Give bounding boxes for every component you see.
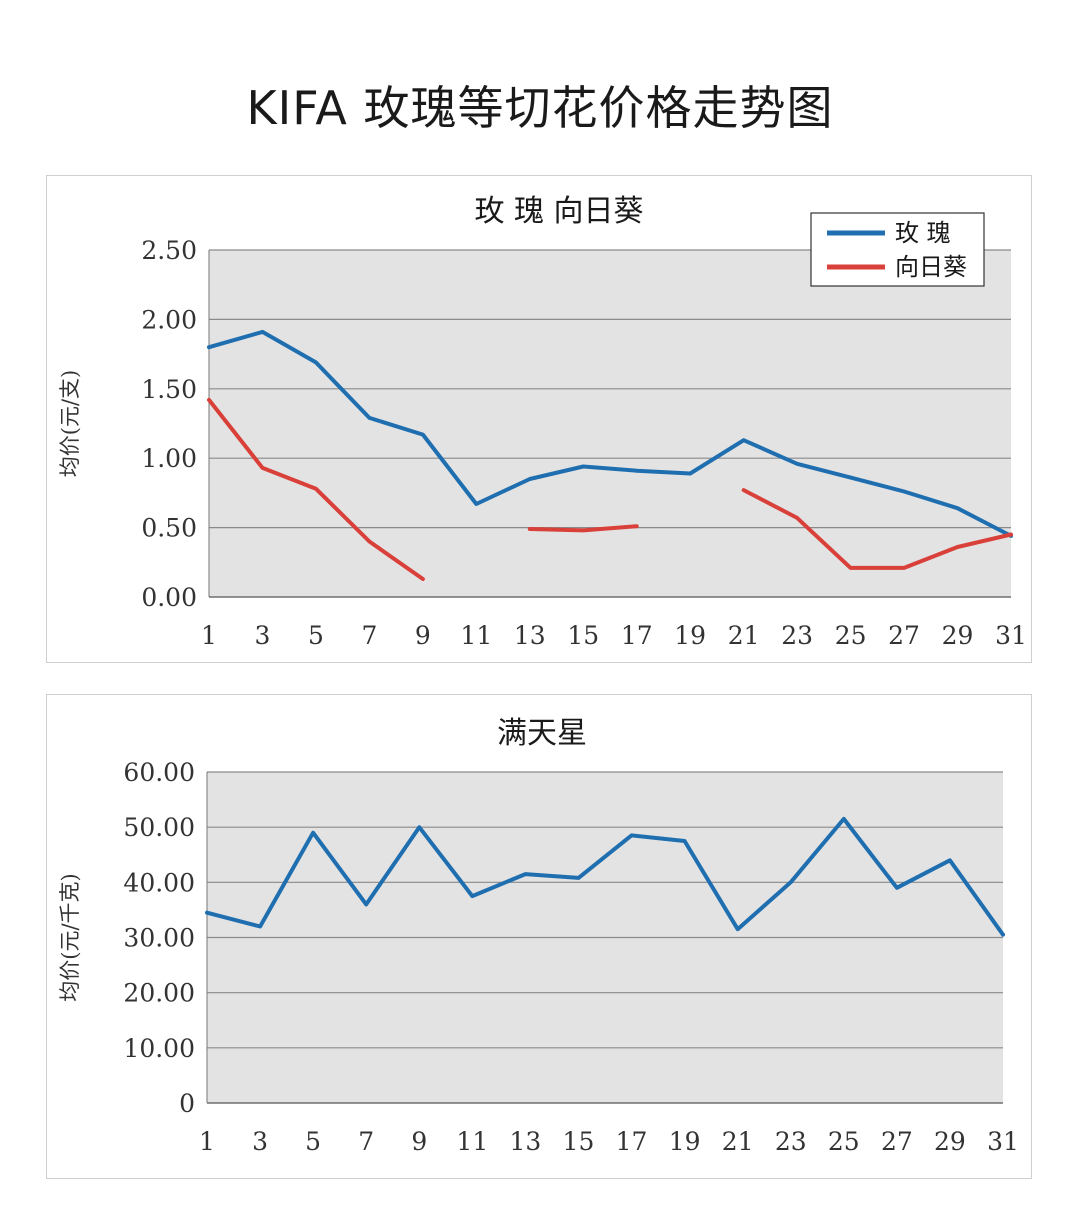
x-tick-label: 1 xyxy=(201,621,217,650)
x-tick-label: 9 xyxy=(411,1127,427,1156)
x-tick-label: 27 xyxy=(881,1127,913,1156)
x-tick-label: 21 xyxy=(722,1127,754,1156)
x-tick-label: 13 xyxy=(514,621,546,650)
x-tick-label: 3 xyxy=(252,1127,268,1156)
y-axis-label: 均价(元/千克) xyxy=(58,873,82,1001)
x-tick-label: 5 xyxy=(308,621,324,650)
x-tick-label: 23 xyxy=(775,1127,807,1156)
x-tick-label: 11 xyxy=(456,1127,488,1156)
page-title: KIFA 玫瑰等切花价格走势图 xyxy=(246,81,834,135)
x-tick-label: 19 xyxy=(674,621,706,650)
x-tick-label: 17 xyxy=(616,1127,648,1156)
y-tick-label: 20.00 xyxy=(123,979,195,1008)
y-tick-label: 2.50 xyxy=(141,236,197,265)
x-tick-label: 15 xyxy=(567,621,599,650)
y-tick-label: 40.00 xyxy=(123,868,195,897)
y-tick-label: 2.00 xyxy=(141,305,197,334)
series-line-primary xyxy=(207,329,1013,538)
x-tick-label: 17 xyxy=(621,621,653,650)
y-tick-label: 1.00 xyxy=(141,444,197,473)
y-tick-label: 0 xyxy=(179,1089,195,1118)
y-axis-label: 均价(元/支) xyxy=(58,370,82,477)
y-tick-label: 30.00 xyxy=(123,924,195,953)
x-tick-label: 27 xyxy=(888,621,920,650)
y-tick-label: 1.50 xyxy=(141,375,197,404)
legend-box xyxy=(810,212,985,287)
y-tick-label: 0.50 xyxy=(141,514,197,543)
y-tick-label: 10.00 xyxy=(123,1034,195,1063)
x-tick-label: 13 xyxy=(509,1127,541,1156)
y-tick-label: 60.00 xyxy=(123,758,195,787)
legend-label: 玫 瑰 xyxy=(895,219,951,247)
x-tick-label: 31 xyxy=(995,621,1027,650)
x-tick-label: 11 xyxy=(460,621,492,650)
chart-title: 玫 瑰 向日葵 xyxy=(474,194,643,229)
legend-label: 向日葵 xyxy=(895,253,967,281)
x-tick-label: 15 xyxy=(563,1127,595,1156)
x-tick-label: 7 xyxy=(361,621,377,650)
y-tick-label: 0.00 xyxy=(141,583,197,612)
gypsophila-chart-panel: 满天星 60.00 50.00 40.00 30.00 20.00 10.00 0 1 3 5 7 9 1… xyxy=(46,694,1032,1179)
x-tick-label: 29 xyxy=(942,621,974,650)
x-tick-label: 7 xyxy=(358,1127,374,1156)
x-tick-label: 3 xyxy=(255,621,271,650)
x-tick-label: 1 xyxy=(199,1127,215,1156)
x-tick-label: 31 xyxy=(987,1127,1019,1156)
x-tick-label: 5 xyxy=(305,1127,321,1156)
rose-sunflower-chart-panel: 玫 瑰 向日葵 2.50 2.00 1.50 1.00 0.50 0.00 1 3 5 7 9 11 13… xyxy=(46,175,1032,663)
x-tick-label: 25 xyxy=(828,1127,860,1156)
x-tick-label: 29 xyxy=(934,1127,966,1156)
x-tick-label: 19 xyxy=(669,1127,701,1156)
x-tick-label: 21 xyxy=(728,621,760,650)
x-tick-label: 23 xyxy=(781,621,813,650)
plot-area xyxy=(209,250,1011,597)
chart-title: 满天星 xyxy=(497,716,587,751)
x-tick-label: 9 xyxy=(415,621,431,650)
series-line-primary xyxy=(205,816,1005,937)
y-tick-label: 50.00 xyxy=(123,813,195,842)
x-tick-label: 25 xyxy=(835,621,867,650)
